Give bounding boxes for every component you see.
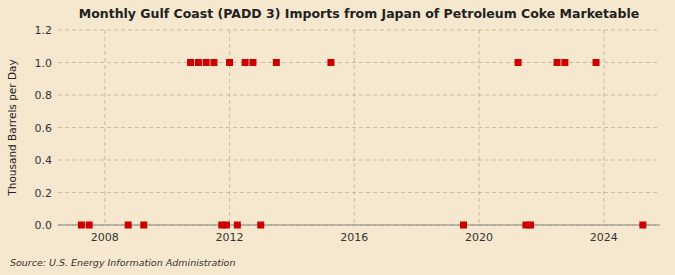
x-axis-line (58, 225, 660, 226)
point (242, 59, 249, 66)
point (257, 222, 264, 229)
source: Source: U.S. Energy Information Administ… (10, 257, 235, 268)
y-tick-label: 0.6 (35, 122, 53, 135)
y-tick-label: 1.2 (35, 24, 53, 37)
y-grid-line (58, 95, 660, 96)
point (273, 59, 280, 66)
chart: 0.0 0.2 0.4 0.6 0.8 1.0 1.2 2008 2012 2016 2020 202… (0, 0, 675, 275)
x-grid-line (603, 30, 604, 225)
point (561, 59, 568, 66)
point (593, 59, 600, 66)
y-tick-label: 0.8 (35, 89, 53, 102)
point (140, 222, 147, 229)
point (223, 222, 230, 229)
point (639, 222, 646, 229)
y-grid-line (58, 62, 660, 63)
y-tick-label: 0.0 (35, 219, 53, 232)
x-tick-label: 2016 (340, 231, 368, 244)
y-tick-label: 1.0 (35, 57, 53, 70)
point (527, 222, 534, 229)
point (125, 222, 132, 229)
x-grid-line (104, 30, 105, 225)
point (187, 59, 194, 66)
point (515, 59, 522, 66)
point (327, 59, 334, 66)
y-grid-line (58, 225, 660, 226)
point (86, 222, 93, 229)
y-grid-line (58, 160, 660, 161)
x-tick-label: 2024 (590, 231, 618, 244)
y-tick-label: 0.2 (35, 187, 53, 200)
point (234, 222, 241, 229)
point (249, 59, 256, 66)
point (203, 59, 210, 66)
point (226, 59, 233, 66)
point (460, 222, 467, 229)
x-grid-line (479, 30, 480, 225)
y-grid-line (58, 127, 660, 128)
x-tick-label: 2020 (465, 231, 493, 244)
y-axis-label: Thousand Barrels per Day (6, 59, 18, 196)
point (210, 59, 217, 66)
point (78, 222, 85, 229)
point (554, 59, 561, 66)
title: Monthly Gulf Coast (PADD 3) Imports from… (79, 6, 639, 21)
y-grid-line (58, 192, 660, 193)
background (0, 0, 675, 275)
y-grid-line (58, 30, 660, 31)
point (195, 59, 202, 66)
x-tick-label: 2012 (216, 231, 244, 244)
y-tick-label: 0.4 (35, 154, 53, 167)
x-tick-label: 2008 (91, 231, 119, 244)
points (78, 59, 646, 229)
x-grid-line (354, 30, 355, 225)
